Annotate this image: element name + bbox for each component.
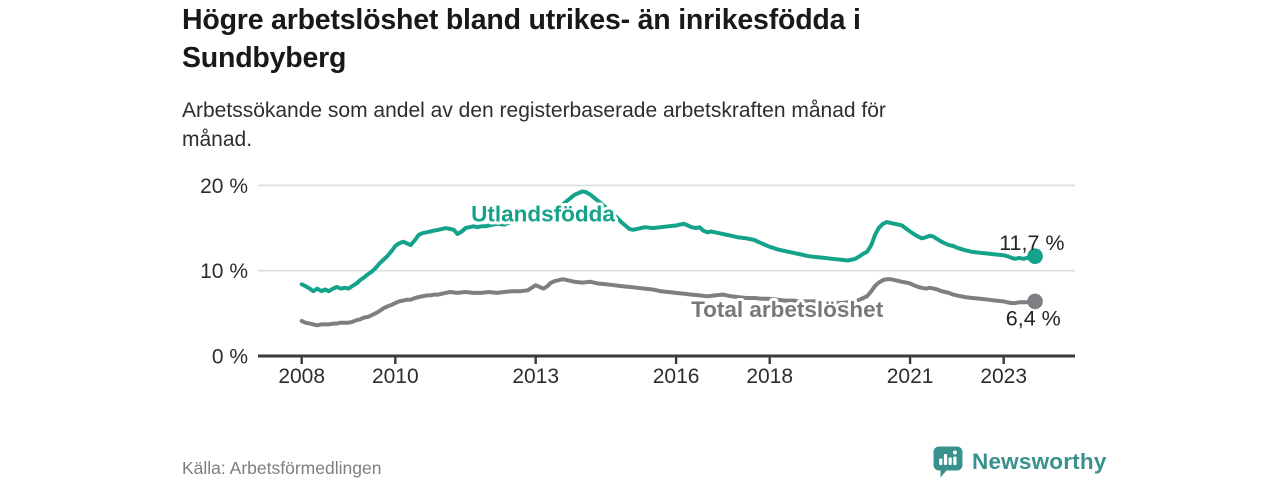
series-end-dot	[1027, 293, 1043, 310]
series-line-utlandsf-dda	[299, 189, 1038, 294]
line-chart-svg: 0 % 10 % 20 % 2008 2010 2013 2016 2018 2021 2023 U…	[200, 175, 1075, 388]
chart-title: Högre arbetslöshet bland utrikes- än inr…	[182, 2, 1122, 77]
total-label: Total arbetslöshet	[691, 297, 884, 322]
x-axis-tick-label: 2008	[278, 365, 325, 388]
y-axis-tick-label: 0 %	[212, 345, 248, 368]
newsworthy-logo: Newsworthy	[933, 445, 1107, 479]
utlandsfodda-label: Utlandsfödda	[471, 202, 615, 227]
x-axis-tick-label: 2018	[746, 365, 793, 388]
y-axis-tick-label: 10 %	[200, 260, 248, 283]
chart-subtitle-line1: Arbetssökande som andel av den registerb…	[182, 99, 886, 122]
series-end-dot	[1027, 248, 1043, 264]
x-axis-tick-label: 2023	[980, 365, 1027, 388]
line-chart: 0 % 10 % 20 % 2008 2010 2013 2016 2018 2021 2023 U…	[170, 160, 1090, 400]
chart-subtitle-line2: månad.	[182, 128, 253, 152]
x-axis-tick-label: 2013	[512, 365, 559, 388]
chart-title-line1: Högre arbetslöshet bland utrikes- än inr…	[182, 4, 861, 36]
chart-subtitle: Arbetssökande som andel av den registerb…	[182, 96, 1082, 155]
x-axis-tick-label: 2021	[887, 365, 934, 388]
source-note: Källa: Arbetsförmedlingen	[182, 458, 382, 478]
total-end-value: 6,4 %	[1006, 306, 1061, 330]
bar-chart-speech-bubble-icon	[933, 446, 963, 477]
utlandsfodda-end-value: 11,7 %	[999, 231, 1064, 255]
y-axis-tick-label: 20 %	[200, 175, 248, 198]
x-axis-tick-label: 2010	[372, 365, 419, 388]
chart-title-line2: Sundbyberg	[182, 41, 347, 74]
x-axis-tick-label: 2016	[653, 365, 700, 388]
series-line-total-arbetsl-shet	[299, 277, 1038, 328]
newsworthy-wordmark: Newsworthy	[972, 449, 1107, 474]
